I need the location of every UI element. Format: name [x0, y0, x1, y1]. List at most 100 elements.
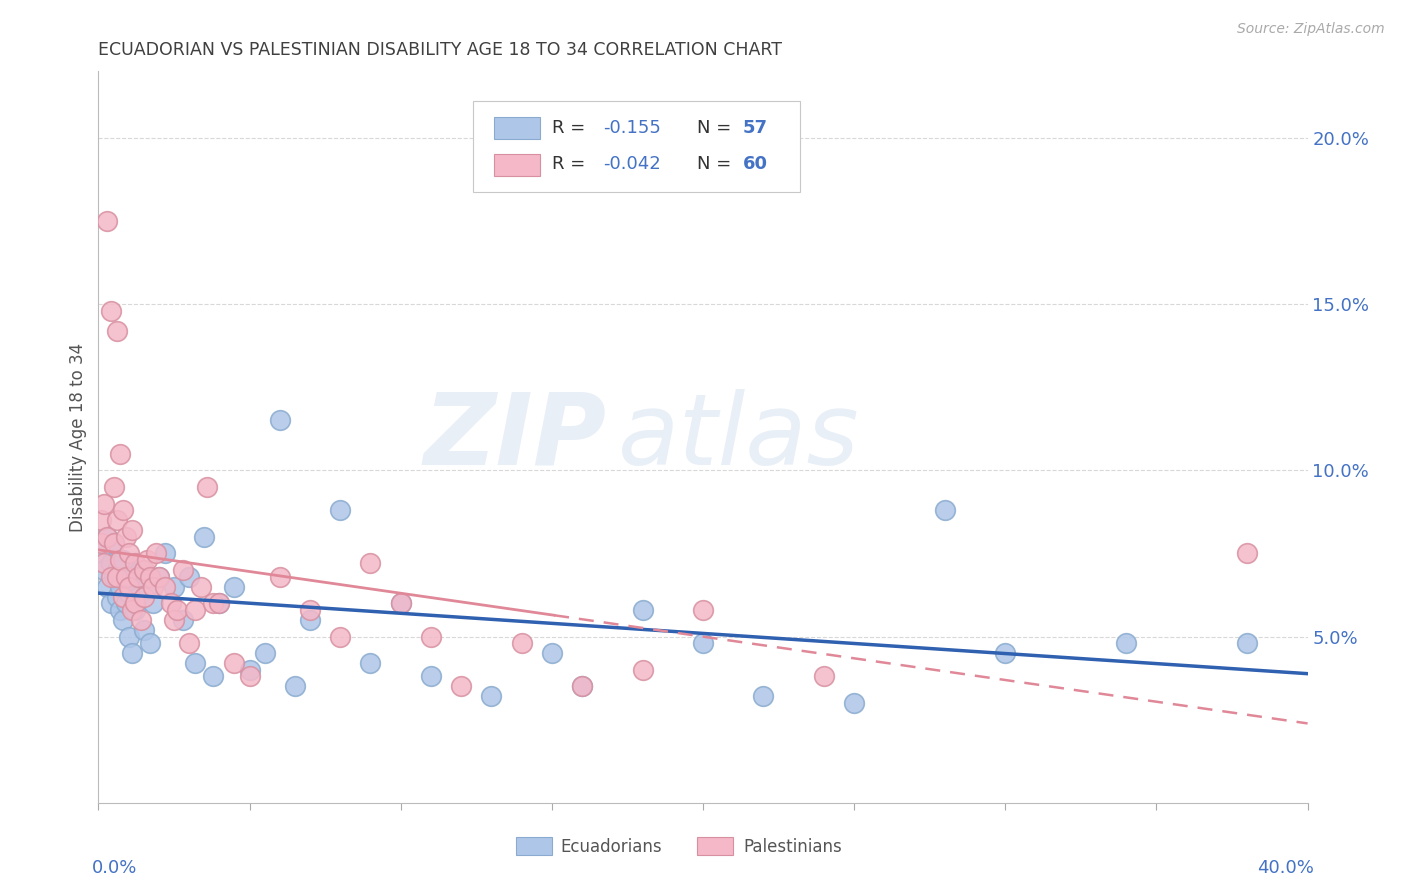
Point [148, 570, 170, 584]
FancyBboxPatch shape [494, 154, 540, 176]
Point [105, 590, 128, 604]
Point [153, 580, 176, 594]
Point [127, 570, 149, 584]
Point [111, 553, 134, 567]
Point [135, 580, 157, 594]
Text: atlas: atlas [619, 389, 860, 485]
Point [132, 590, 155, 604]
Point [179, 570, 201, 584]
Point [121, 603, 143, 617]
Point [284, 680, 307, 694]
Point [163, 613, 186, 627]
Point [224, 656, 246, 670]
Point [184, 603, 207, 617]
Point [253, 646, 276, 660]
Point [179, 636, 201, 650]
Point [142, 580, 165, 594]
Point [571, 680, 593, 694]
Point [172, 613, 194, 627]
Point [360, 557, 382, 571]
Y-axis label: Disability Age 18 to 34: Disability Age 18 to 34 [69, 343, 87, 532]
Point [450, 680, 472, 694]
Point [752, 690, 775, 704]
Point [139, 636, 162, 650]
Point [299, 603, 322, 617]
Point [540, 646, 562, 660]
Point [329, 503, 352, 517]
Point [121, 570, 143, 584]
Text: 40.0%: 40.0% [1257, 859, 1313, 878]
Text: 60: 60 [742, 155, 768, 173]
Point [481, 690, 503, 704]
Point [100, 303, 122, 318]
Point [208, 596, 231, 610]
Point [160, 596, 183, 610]
Point [571, 680, 593, 694]
Point [111, 613, 134, 627]
Point [103, 570, 125, 584]
Point [108, 447, 131, 461]
Point [108, 553, 131, 567]
Point [103, 536, 125, 550]
Point [1236, 546, 1258, 560]
Point [172, 563, 194, 577]
Point [129, 613, 152, 627]
Point [114, 596, 136, 610]
Point [631, 663, 654, 677]
Point [239, 669, 262, 683]
Text: R =: R = [551, 119, 591, 136]
Point [163, 580, 186, 594]
Point [108, 603, 131, 617]
Point [389, 596, 412, 610]
Point [118, 630, 141, 644]
Point [153, 546, 176, 560]
Point [631, 603, 654, 617]
Point [269, 570, 291, 584]
Text: N =: N = [697, 155, 737, 173]
Point [202, 596, 225, 610]
Point [114, 530, 136, 544]
Point [127, 590, 149, 604]
Point [139, 570, 162, 584]
Text: Source: ZipAtlas.com: Source: ZipAtlas.com [1237, 22, 1385, 37]
Point [420, 669, 443, 683]
Point [510, 636, 533, 650]
Point [132, 563, 155, 577]
Text: 57: 57 [742, 119, 768, 136]
Point [195, 480, 218, 494]
Point [420, 630, 443, 644]
Point [166, 603, 188, 617]
Point [142, 596, 165, 610]
Point [111, 503, 134, 517]
Point [90, 536, 112, 550]
Point [103, 480, 125, 494]
Point [100, 570, 122, 584]
Point [193, 530, 215, 544]
Point [124, 557, 146, 571]
Text: ZIP: ZIP [423, 389, 606, 485]
Point [190, 580, 212, 594]
Point [105, 513, 128, 527]
Point [105, 563, 128, 577]
FancyBboxPatch shape [516, 838, 551, 855]
Point [299, 613, 322, 627]
Point [121, 646, 143, 660]
Point [96, 530, 118, 544]
Point [105, 570, 128, 584]
Point [844, 696, 866, 710]
Point [239, 663, 262, 677]
Point [114, 570, 136, 584]
Point [1236, 636, 1258, 650]
Point [360, 656, 382, 670]
Point [145, 546, 167, 560]
Point [135, 553, 157, 567]
Point [96, 214, 118, 228]
Text: Palestinians: Palestinians [742, 838, 842, 855]
Point [813, 669, 835, 683]
Point [184, 656, 207, 670]
Point [90, 546, 112, 560]
Point [93, 563, 115, 577]
Point [100, 596, 122, 610]
Point [994, 646, 1017, 660]
Point [208, 596, 231, 610]
